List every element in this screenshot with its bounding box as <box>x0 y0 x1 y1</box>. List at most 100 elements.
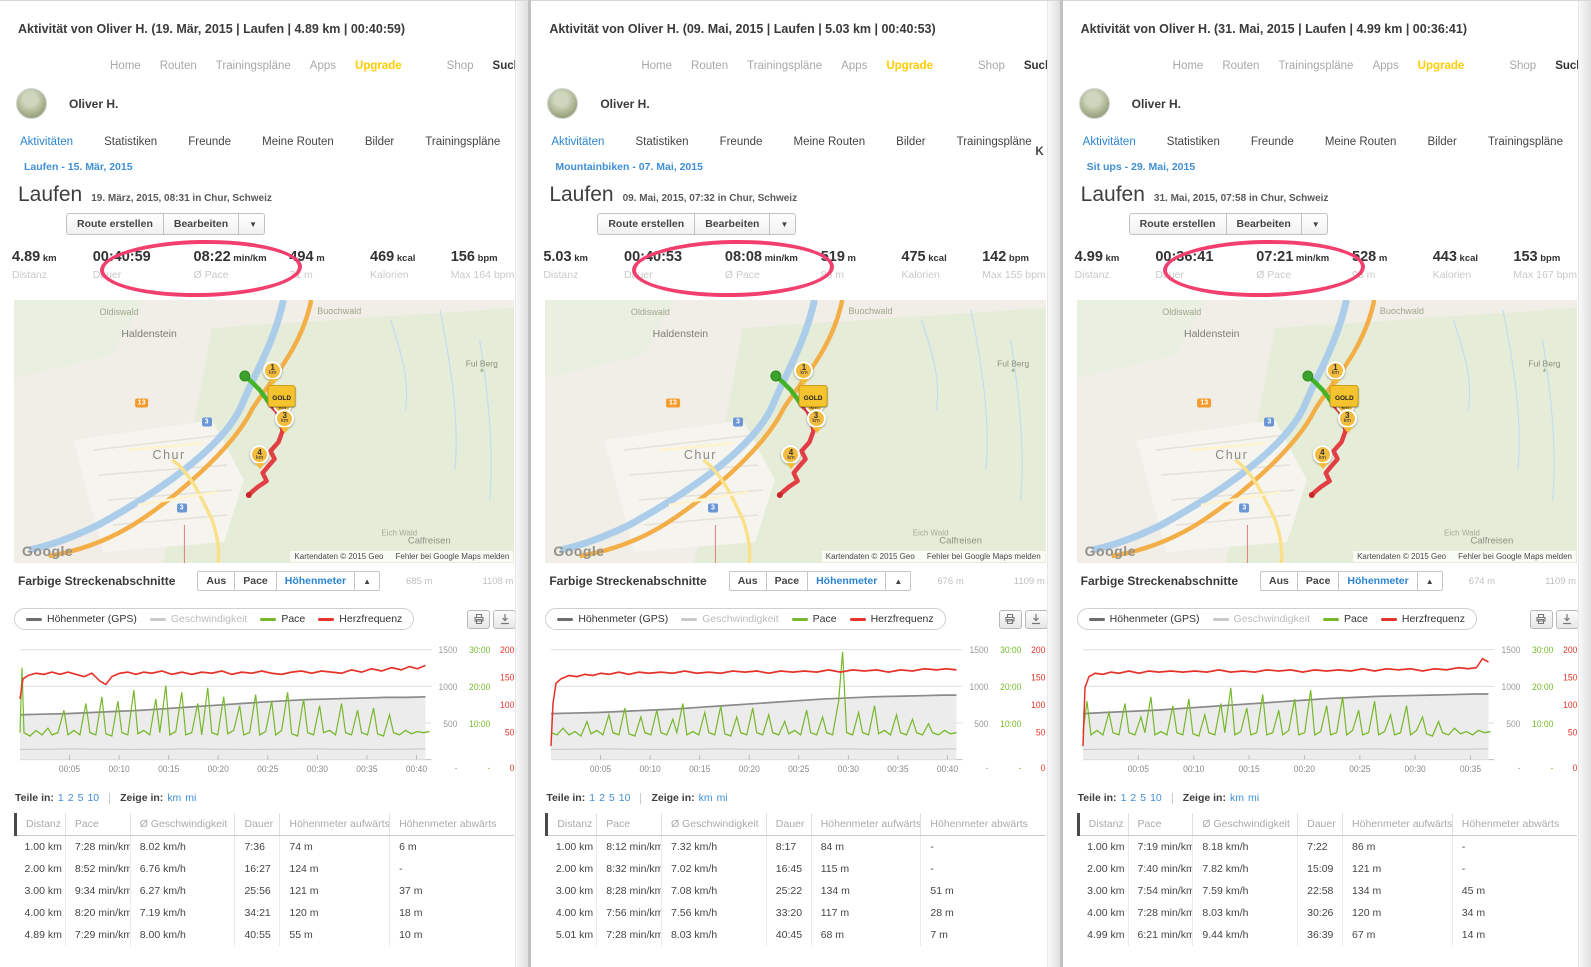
gold-badge[interactable]: GOLD <box>798 384 828 407</box>
split-option-5[interactable]: 5 <box>608 792 615 804</box>
split-option-1[interactable]: 1 <box>1120 792 1127 804</box>
download-button[interactable] <box>1024 609 1048 629</box>
km-marker-4[interactable]: 4 km <box>781 445 801 471</box>
segments-off-button[interactable]: Aus <box>197 571 235 591</box>
report-map-error-link[interactable]: Fehler bei Google Maps melden <box>926 552 1041 561</box>
google-logo[interactable]: Google <box>22 543 74 559</box>
nav-item-shop[interactable]: Shop <box>1509 60 1537 72</box>
avatar[interactable] <box>547 88 579 119</box>
gold-badge[interactable]: GOLD <box>267 384 297 407</box>
nav-item-home[interactable]: Home <box>641 60 673 72</box>
km-marker-1[interactable]: 1 km <box>1325 361 1346 387</box>
split-option-5[interactable]: 5 <box>1140 792 1147 804</box>
scrollbar[interactable] <box>1577 1 1591 967</box>
legend-item-pace[interactable]: Pace <box>260 613 305 625</box>
nav-item-routen[interactable]: Routen <box>691 60 729 72</box>
segments-elevation-button[interactable]: Höhenmeter <box>275 571 355 591</box>
tab-freunde[interactable]: Freunde <box>719 136 763 148</box>
unit-option-mi[interactable]: mi <box>716 792 728 804</box>
print-button[interactable] <box>467 609 491 629</box>
nav-item-trainingspl-ne[interactable]: Trainingspläne <box>747 60 823 72</box>
legend-item-herzfrequenz[interactable]: Herzfrequenz <box>1380 613 1465 625</box>
km-marker-4[interactable]: 4 km <box>1312 445 1333 471</box>
edit-button[interactable]: Bearbeiten <box>1225 213 1301 235</box>
split-option-10[interactable]: 10 <box>1150 792 1162 804</box>
unit-option-mi[interactable]: mi <box>185 792 197 804</box>
create-route-button[interactable]: Route erstellen <box>597 213 695 235</box>
split-option-5[interactable]: 5 <box>77 792 84 804</box>
user-name[interactable]: Oliver H. <box>600 96 650 111</box>
nav-item-apps[interactable]: Apps <box>1372 60 1399 72</box>
edit-dropdown-button[interactable]: ▼ <box>769 213 797 235</box>
gold-badge[interactable]: GOLD <box>1329 384 1359 407</box>
nav-item-upgrade[interactable]: Upgrade <box>886 60 933 72</box>
tab-trainingspl-ne[interactable]: Trainingspläne <box>425 136 501 148</box>
segments-pace-button[interactable]: Pace <box>1296 571 1339 591</box>
tab-trainingspl-ne[interactable]: Trainingspläne <box>956 136 1032 148</box>
nav-item-apps[interactable]: Apps <box>841 60 868 72</box>
km-marker-4[interactable]: 4 km <box>250 445 270 471</box>
tab-statistiken[interactable]: Statistiken <box>1166 136 1220 148</box>
split-option-2[interactable]: 2 <box>599 792 605 804</box>
split-option-1[interactable]: 1 <box>589 792 596 804</box>
nav-item-shop[interactable]: Shop <box>978 60 1005 72</box>
previous-activity-link[interactable]: Mountainbiken - 07. Mai, 2015 <box>555 161 703 173</box>
map-canvas[interactable]: Oldiswald Haldenstein Buochwald Ful Berg ▲ Ch… <box>1076 300 1577 563</box>
km-marker-3[interactable]: 3 km <box>806 408 827 435</box>
print-button[interactable] <box>998 609 1022 629</box>
nav-item-routen[interactable]: Routen <box>1222 60 1260 72</box>
map-canvas[interactable]: Oldiswald Haldenstein Buochwald Ful Berg ▲ Ch… <box>545 300 1046 563</box>
km-marker-3[interactable]: 3 km <box>275 408 295 435</box>
split-option-2[interactable]: 2 <box>1130 792 1137 804</box>
segments-elevation-button[interactable]: Höhenmeter <box>807 571 886 591</box>
user-name[interactable]: Oliver H. <box>1131 96 1182 111</box>
tab-bilder[interactable]: Bilder <box>896 136 926 148</box>
legend-item-pace[interactable]: Pace <box>791 613 837 625</box>
legend-item-geschwindigkeit[interactable]: Geschwindigkeit <box>681 613 779 625</box>
km-marker-1[interactable]: 1 km <box>263 361 283 387</box>
tab-bilder[interactable]: Bilder <box>1427 136 1457 148</box>
nav-item-apps[interactable]: Apps <box>309 60 337 72</box>
create-route-button[interactable]: Route erstellen <box>1128 213 1226 235</box>
create-route-button[interactable]: Route erstellen <box>66 213 163 235</box>
tab-freunde[interactable]: Freunde <box>188 136 232 148</box>
edit-button[interactable]: Bearbeiten <box>162 213 239 235</box>
tab-meine-routen[interactable]: Meine Routen <box>262 136 334 148</box>
previous-activity-link[interactable]: Sit ups - 29. Mai, 2015 <box>1086 161 1196 173</box>
print-button[interactable] <box>1529 609 1553 629</box>
tab-aktivit-ten[interactable]: Aktivitäten <box>551 136 605 148</box>
tab-meine-routen[interactable]: Meine Routen <box>1324 136 1397 148</box>
tab-statistiken[interactable]: Statistiken <box>104 136 158 148</box>
tab-aktivit-ten[interactable]: Aktivitäten <box>20 136 74 148</box>
unit-option-km[interactable]: km <box>167 792 182 804</box>
unit-option-km[interactable]: km <box>698 792 713 804</box>
google-logo[interactable]: Google <box>553 543 605 559</box>
legend-item-geschwindigkeit[interactable]: Geschwindigkeit <box>149 613 247 625</box>
nav-item-trainingspl-ne[interactable]: Trainingspläne <box>215 60 291 72</box>
legend-item-geschwindigkeit[interactable]: Geschwindigkeit <box>1212 613 1310 625</box>
legend-item-h-henmeter-gps[interactable]: Höhenmeter (GPS) <box>557 613 668 625</box>
segments-collapse-button[interactable]: ▲ <box>885 571 912 591</box>
segments-pace-button[interactable]: Pace <box>234 571 276 591</box>
legend-item-h-henmeter-gps[interactable]: Höhenmeter (GPS) <box>26 613 137 625</box>
google-logo[interactable]: Google <box>1084 543 1136 559</box>
scrollbar[interactable] <box>1046 1 1060 967</box>
edit-dropdown-button[interactable]: ▼ <box>1300 213 1328 235</box>
previous-activity-link[interactable]: Laufen - 15. Mär, 2015 <box>24 161 133 173</box>
report-map-error-link[interactable]: Fehler bei Google Maps melden <box>395 552 510 561</box>
nav-item-routen[interactable]: Routen <box>159 60 197 72</box>
segments-off-button[interactable]: Aus <box>728 571 766 591</box>
nav-item-home[interactable]: Home <box>110 60 141 72</box>
avatar[interactable] <box>1078 88 1110 119</box>
tab-trainingspl-ne[interactable]: Trainingspläne <box>1487 136 1563 148</box>
tab-freunde[interactable]: Freunde <box>1250 136 1294 148</box>
km-marker-1[interactable]: 1 km <box>794 361 814 387</box>
split-option-10[interactable]: 10 <box>618 792 631 804</box>
km-marker-3[interactable]: 3 km <box>1337 408 1358 435</box>
edit-dropdown-button[interactable]: ▼ <box>238 213 266 235</box>
split-option-10[interactable]: 10 <box>87 792 100 804</box>
scrollbar[interactable] <box>515 1 529 967</box>
unit-option-mi[interactable]: mi <box>1247 792 1260 804</box>
tab-meine-routen[interactable]: Meine Routen <box>793 136 866 148</box>
report-map-error-link[interactable]: Fehler bei Google Maps melden <box>1458 552 1572 561</box>
